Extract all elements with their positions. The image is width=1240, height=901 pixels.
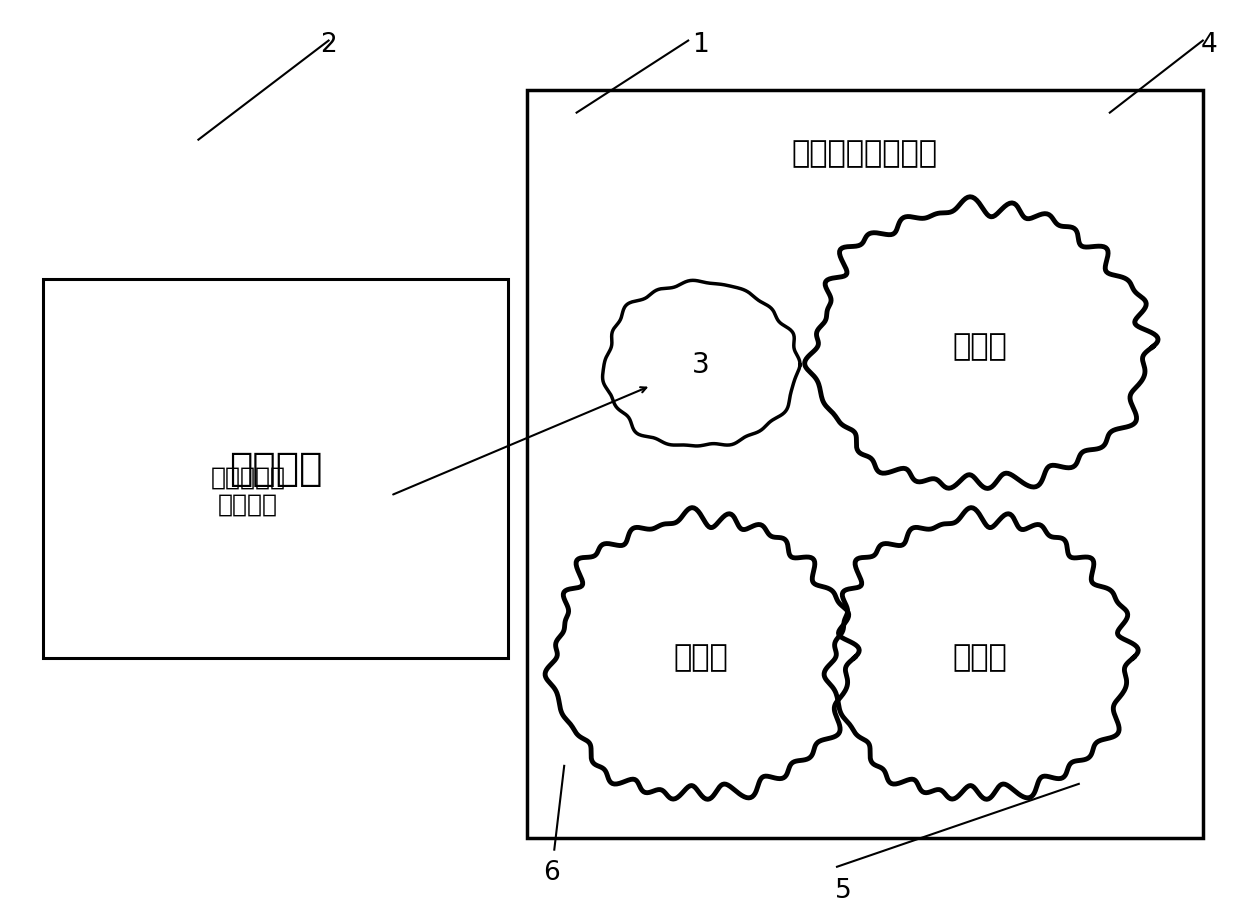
Text: 化学机械研磨装置: 化学机械研磨装置 [792, 139, 937, 168]
Polygon shape [603, 280, 800, 446]
Text: 6: 6 [543, 860, 560, 887]
Text: 研磨垃: 研磨垃 [673, 643, 728, 672]
Bar [43, 279, 508, 658]
Text: 5: 5 [835, 878, 852, 901]
Text: 研磨垃: 研磨垃 [952, 332, 1007, 361]
Text: 研磨垃: 研磨垃 [952, 643, 1007, 672]
Text: 3: 3 [692, 350, 709, 379]
Polygon shape [546, 507, 859, 799]
Bar [527, 90, 1203, 838]
Text: 4: 4 [1200, 32, 1218, 58]
Polygon shape [825, 507, 1138, 799]
Text: 2: 2 [320, 32, 337, 58]
Polygon shape [805, 196, 1158, 488]
Text: 清洗装置: 清洗装置 [229, 450, 322, 487]
Text: 1: 1 [692, 32, 709, 58]
Text: 研磨头清洗
吸放装置: 研磨头清洗 吸放装置 [211, 465, 285, 517]
